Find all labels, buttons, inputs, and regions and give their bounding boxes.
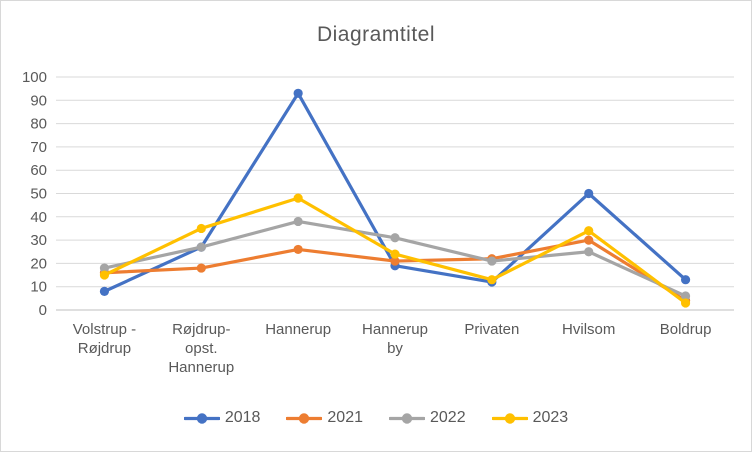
- y-tick-label[interactable]: 100: [22, 69, 47, 86]
- data-point-2022-0[interactable]: [99, 263, 110, 273]
- x-category-label[interactable]: Hannerup: [168, 359, 234, 376]
- chart-title[interactable]: Diagramtitel: [316, 23, 436, 46]
- data-point-2022-4[interactable]: [487, 256, 497, 266]
- legend-item-2022[interactable]: 2022: [389, 409, 466, 427]
- y-tick-label[interactable]: 80: [30, 116, 47, 133]
- legend-marker-2022: [389, 412, 425, 424]
- y-tick-label[interactable]: 50: [30, 186, 47, 203]
- legend-marker-2021: [286, 412, 323, 424]
- y-tick-label[interactable]: 10: [30, 279, 47, 296]
- legend-label-2023: 2023: [532, 409, 569, 426]
- data-point-2023-4[interactable]: [487, 275, 497, 285]
- x-category-label[interactable]: opst.: [185, 340, 218, 357]
- data-point-2022-2[interactable]: [293, 216, 303, 227]
- legend-label-2022: 2022: [430, 409, 466, 426]
- y-tick-label[interactable]: 90: [30, 92, 47, 109]
- legend: 2018 2021 2022 2023: [1, 409, 751, 427]
- data-point-2018-2[interactable]: [293, 88, 303, 98]
- data-point-2022-6[interactable]: [680, 291, 691, 301]
- legend-item-2021[interactable]: 2021: [286, 409, 363, 427]
- x-category-label[interactable]: Volstrup -: [73, 321, 136, 338]
- x-category-label[interactable]: by: [387, 340, 403, 357]
- data-point-2023-0[interactable]: [99, 270, 110, 280]
- x-category-label[interactable]: Boldrup: [660, 321, 712, 338]
- y-tick-label[interactable]: 20: [30, 255, 47, 272]
- data-point-2018-5[interactable]: [584, 188, 594, 199]
- x-category-label[interactable]: Privaten: [464, 321, 519, 338]
- legend-item-2023[interactable]: 2023: [491, 409, 569, 427]
- y-tick-label[interactable]: 0: [39, 302, 47, 319]
- data-point-2021-5[interactable]: [584, 235, 594, 245]
- x-category-label[interactable]: Røjdrup-: [172, 321, 230, 338]
- data-point-2022-3[interactable]: [390, 233, 400, 243]
- legend-item-2018[interactable]: 2018: [183, 409, 261, 427]
- y-tick-label[interactable]: 60: [30, 162, 47, 179]
- data-point-2023-6[interactable]: [680, 298, 691, 308]
- data-point-2023-5[interactable]: [584, 226, 594, 236]
- data-point-2022-5[interactable]: [584, 247, 594, 257]
- data-point-2021-3[interactable]: [390, 256, 400, 266]
- legend-marker-2023: [491, 412, 528, 424]
- x-category-label[interactable]: Hannerup: [362, 321, 428, 338]
- data-point-2021-1[interactable]: [196, 263, 206, 273]
- x-category-label[interactable]: Hvilsom: [562, 321, 615, 338]
- y-tick-label[interactable]: 40: [30, 209, 47, 226]
- legend-label-2021: 2021: [327, 409, 363, 426]
- data-point-2022-1[interactable]: [196, 242, 206, 252]
- data-point-2018-6[interactable]: [680, 275, 691, 285]
- data-point-2018-0[interactable]: [99, 286, 110, 296]
- data-point-2023-2[interactable]: [293, 193, 303, 203]
- y-tick-label[interactable]: 70: [30, 139, 47, 156]
- legend-marker-2018: [183, 412, 220, 424]
- x-category-label[interactable]: Røjdrup: [78, 340, 131, 357]
- data-point-2023-1[interactable]: [196, 223, 206, 234]
- data-point-2023-3[interactable]: [390, 249, 400, 259]
- data-point-2021-2[interactable]: [293, 244, 303, 255]
- legend-label-2018: 2018: [224, 409, 261, 426]
- x-category-label[interactable]: Hannerup: [265, 321, 331, 338]
- y-tick-label[interactable]: 30: [30, 232, 47, 249]
